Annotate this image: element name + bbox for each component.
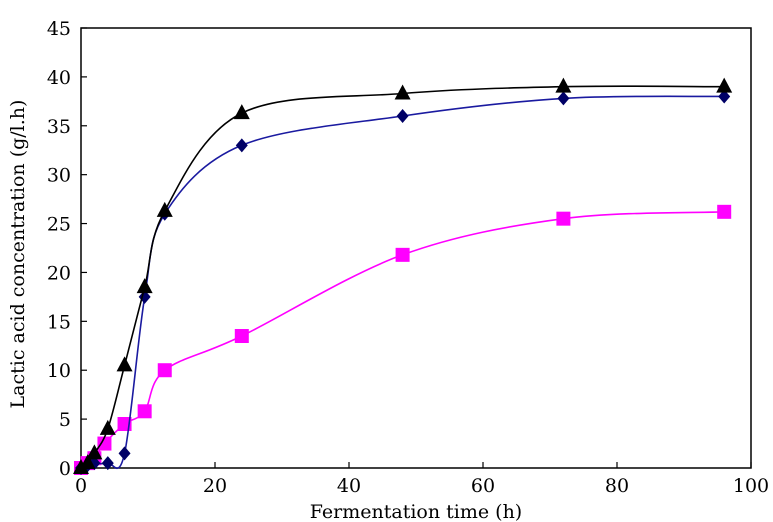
data-point-square [137,404,152,419]
data-point-square [97,436,112,451]
x-tick-label: 0 [75,475,87,497]
y-tick-label: 20 [47,262,71,284]
y-tick-label: 40 [47,67,71,89]
x-axis-ticks: 0 20 40 60 80 100 [75,462,769,497]
data-point-diamond [101,456,114,471]
data-point-diamond [718,89,731,104]
y-tick-label: 35 [47,116,71,138]
data-point-diamond [235,138,248,153]
data-point-triangle [99,419,116,435]
x-tick-label: 40 [337,475,361,497]
data-point-triangle [79,454,96,470]
y-axis-ticks: 0 5 10 15 20 25 30 35 40 45 [47,18,87,480]
x-tick-label: 100 [733,475,769,497]
data-point-triangle [555,77,572,93]
plot-frame [80,27,752,469]
data-point-diamond [396,109,409,123]
y-tick-label: 45 [47,18,71,40]
data-point-triangle [394,84,411,100]
y-tick-label: 0 [59,458,71,480]
data-point-diamond [118,446,131,461]
data-point-triangle [233,104,250,120]
data-point-diamond [557,91,570,106]
y-tick-label: 15 [47,311,71,333]
x-axis-title: Fermentation time (h) [310,501,522,522]
data-point-square [556,211,571,226]
x-tick-label: 20 [203,475,227,497]
series-layer [73,77,733,475]
data-point-triangle [116,356,133,372]
data-point-triangle [86,444,103,460]
x-tick-label: 80 [605,475,629,497]
series-triangle [73,77,733,474]
y-tick-label: 5 [59,409,71,431]
data-point-square [157,363,172,378]
data-point-square [717,204,732,219]
x-tick-label: 60 [471,475,495,497]
data-point-triangle [156,201,173,217]
y-tick-label: 10 [47,360,71,382]
y-axis-title: Lactic acid concentration (g/l.h) [7,100,29,409]
y-tick-label: 30 [47,165,71,187]
data-point-square [234,329,249,343]
y-tick-label: 25 [47,214,71,236]
data-point-triangle [136,278,153,294]
data-point-triangle [716,77,733,93]
data-point-triangle [73,459,89,474]
data-point-square [395,247,410,262]
